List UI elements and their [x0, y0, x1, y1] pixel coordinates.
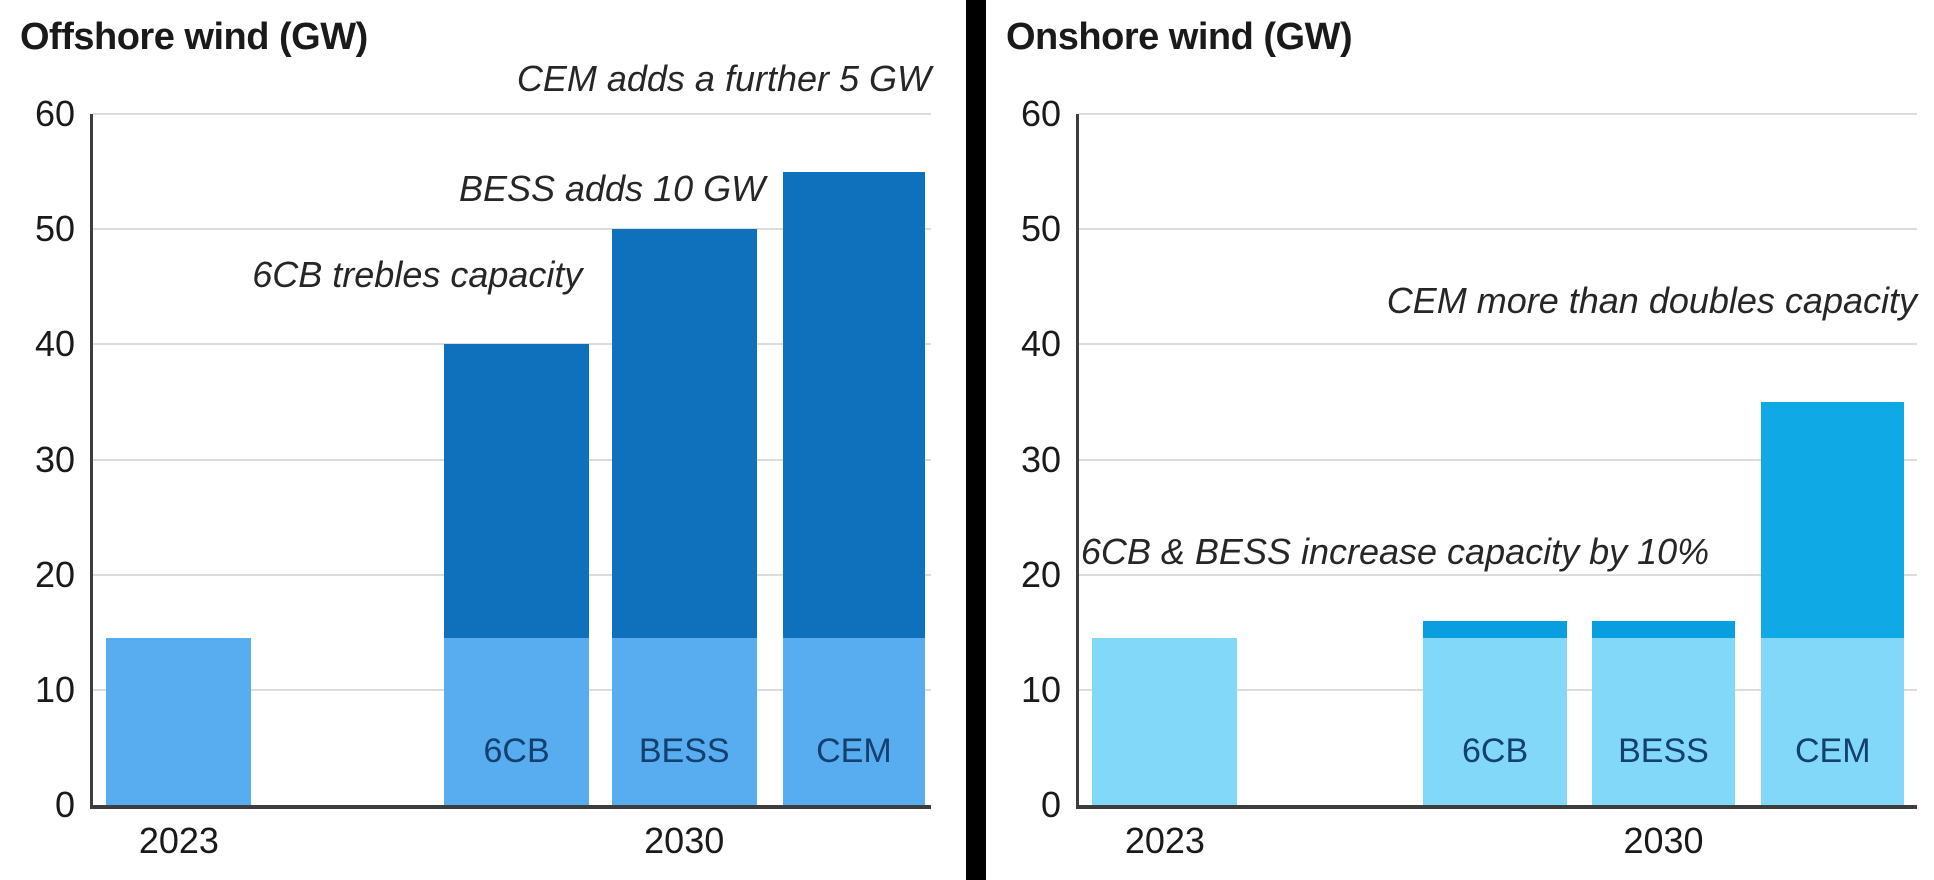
bar-scenario-label-bess: BESS: [638, 732, 730, 770]
bar-segment-2023-capacity: [782, 638, 926, 805]
annotation-0-2: 6CB trebles capacity: [252, 254, 583, 296]
y-tick-label-0: 0: [1040, 784, 1061, 825]
bar-segment-scenario-addition: [444, 344, 590, 639]
bar-segment-2023-capacity: [1761, 638, 1905, 805]
offshore-plot-area: 0 10 20 30 40 50 60 6CB BESS CEM 2023 2030 CEM adds …: [35, 61, 931, 859]
gridline-60: [93, 113, 931, 115]
bar-6cb: 6CB: [1423, 114, 1567, 805]
x-axis-label-2030: 2030: [1623, 820, 1704, 861]
onshore-wind-chart-panel: Onshore wind (GW) 0 10 20 30 40 50 60 6CB BESS CE…: [986, 0, 1934, 880]
bar-segment-scenario-addition: [782, 171, 926, 639]
gridline-20: [1079, 573, 1917, 576]
bar-6cb: 6CB: [444, 114, 590, 805]
y-tick-label-50: 50: [1020, 208, 1061, 250]
y-tick-label-40: 40: [1020, 323, 1061, 365]
onshore-plot-area: 0 10 20 30 40 50 60 6CB BESS CEM 2023 2030 CEM more …: [1021, 96, 1917, 859]
annotation-0-0: CEM adds a further 5 GW: [516, 58, 931, 100]
annotation-1-0: CEM more than doubles capacity: [1386, 279, 1917, 321]
y-tick-label-50: 50: [34, 208, 75, 250]
y-tick-label-10: 10: [1020, 668, 1061, 710]
offshore-wind-chart-panel: Offshore wind (GW) 0 10 20 30 40 50 60 6CB BESS C…: [0, 0, 966, 880]
bar-scenario-label-cem: CEM: [1794, 732, 1871, 770]
x-axis-label-2023: 2023: [1124, 820, 1205, 861]
bar-segment-scenario-addition: [611, 229, 757, 639]
offshore-chart-title: Offshore wind (GW): [20, 16, 368, 58]
bar-segment-scenario-addition: [1761, 401, 1905, 639]
gridline-50: [1079, 228, 1917, 231]
y-tick-label-20: 20: [1020, 553, 1061, 595]
bar-scenario-label-6cb: 6CB: [1461, 732, 1529, 770]
bar-segment-2023-capacity: [1423, 638, 1567, 805]
gridline-40: [1079, 343, 1917, 346]
bar-segment-2023-capacity: [611, 638, 757, 805]
y-tick-label-30: 30: [1020, 438, 1061, 480]
panel-divider: [966, 0, 986, 880]
onshore-chart-title: Onshore wind (GW): [1006, 16, 1353, 58]
bar-segment-2023-capacity: [1591, 638, 1736, 805]
bar-segment-2023-capacity: [444, 638, 590, 805]
bar-2023: [106, 114, 252, 805]
bar-segment-scenario-addition: [1591, 620, 1736, 639]
gridline-50: [93, 228, 931, 231]
bar-2023: [1092, 114, 1238, 805]
bar-segment-scenario-addition: [1423, 620, 1567, 639]
bar-bess: BESS: [611, 114, 757, 805]
bar-cem: CEM: [1761, 114, 1905, 805]
gridline-40: [93, 343, 931, 346]
bar-bess: BESS: [1591, 114, 1736, 805]
bar-scenario-label-bess: BESS: [1618, 732, 1709, 770]
annotation-0-1: BESS adds 10 GW: [458, 167, 766, 209]
y-tick-label-60: 60: [1020, 93, 1061, 134]
bar-scenario-label-6cb: 6CB: [483, 732, 550, 770]
y-tick-label-60: 60: [34, 93, 75, 134]
gridline-60: [1079, 113, 1917, 115]
bar-scenario-label-cem: CEM: [816, 732, 892, 770]
bar-cem: CEM: [782, 114, 926, 805]
y-tick-label-40: 40: [34, 323, 75, 365]
x-axis-label-2030: 2030: [644, 820, 725, 861]
y-tick-label-20: 20: [34, 553, 75, 595]
bar-segment-2023-capacity: [106, 638, 252, 805]
y-tick-label-10: 10: [34, 668, 75, 710]
gridline-30: [1079, 458, 1917, 461]
bar-segment-2023-capacity: [1092, 638, 1238, 805]
x-axis-label-2023: 2023: [138, 820, 219, 861]
y-tick-label-0: 0: [54, 784, 75, 825]
annotation-1-1: 6CB & BESS increase capacity by 10%: [1080, 530, 1710, 572]
y-tick-label-30: 30: [34, 438, 75, 480]
